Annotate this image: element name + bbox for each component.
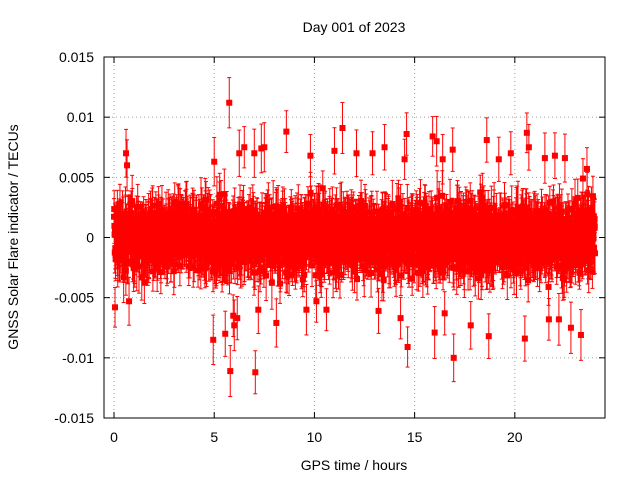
marker: [158, 258, 165, 265]
marker: [154, 263, 161, 270]
marker: [263, 272, 270, 279]
marker: [114, 210, 121, 217]
marker: [129, 201, 136, 208]
marker: [141, 279, 148, 286]
marker: [120, 274, 127, 281]
marker: [155, 200, 162, 207]
marker: [268, 279, 275, 286]
marker: [144, 259, 151, 266]
marker: [122, 267, 129, 274]
marker: [138, 274, 145, 281]
marker: [116, 256, 123, 263]
data-layer: [111, 77, 598, 398]
chart-title: Day 001 of 2023: [303, 19, 406, 35]
marker: [149, 202, 156, 209]
